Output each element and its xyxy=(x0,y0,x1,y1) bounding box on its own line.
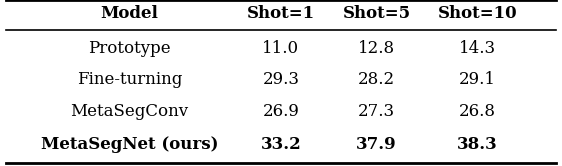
Text: Shot=5: Shot=5 xyxy=(342,5,411,22)
Text: 33.2: 33.2 xyxy=(261,136,301,153)
Text: Fine-turning: Fine-turning xyxy=(76,71,182,88)
Text: MetaSegNet (ours): MetaSegNet (ours) xyxy=(40,136,218,153)
Text: Model: Model xyxy=(101,5,158,22)
Text: 26.8: 26.8 xyxy=(459,103,496,120)
Text: Shot=10: Shot=10 xyxy=(438,5,518,22)
Text: 29.3: 29.3 xyxy=(262,71,300,88)
Text: MetaSegConv: MetaSegConv xyxy=(70,103,188,120)
Text: 27.3: 27.3 xyxy=(358,103,395,120)
Text: 14.3: 14.3 xyxy=(459,40,496,57)
Text: 37.9: 37.9 xyxy=(356,136,397,153)
Text: 28.2: 28.2 xyxy=(358,71,395,88)
Text: Prototype: Prototype xyxy=(88,40,171,57)
Text: Shot=1: Shot=1 xyxy=(247,5,315,22)
Text: 26.9: 26.9 xyxy=(262,103,300,120)
Text: 12.8: 12.8 xyxy=(358,40,395,57)
Text: 11.0: 11.0 xyxy=(262,40,300,57)
Text: 38.3: 38.3 xyxy=(457,136,498,153)
Text: 29.1: 29.1 xyxy=(459,71,496,88)
